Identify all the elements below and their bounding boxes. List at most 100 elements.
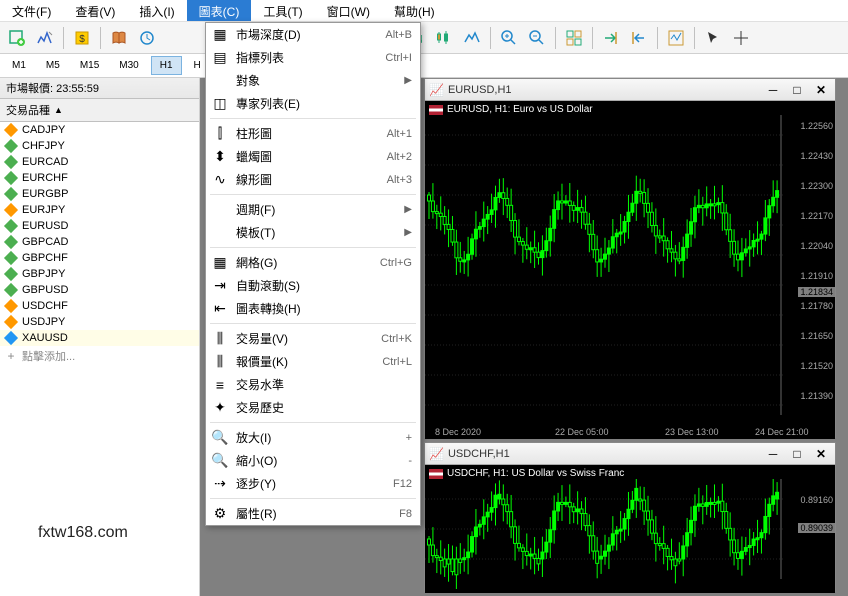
menu-item[interactable]: ▦市場深度(D)Alt+B [206,23,420,46]
cursor-button[interactable] [700,25,726,51]
indicators-button[interactable] [663,25,689,51]
symbol-row[interactable]: GBPJPY [0,266,199,282]
symbol-row[interactable]: GBPUSD [0,282,199,298]
minimize-button[interactable]: ─ [763,446,783,462]
x-tick-label: 8 Dec 2020 [435,427,481,437]
shift-button[interactable] [626,25,652,51]
menu-item[interactable]: ⇢逐步(Y)F12 [206,472,420,495]
menu-item-icon: 🔍 [212,430,228,446]
menu-item[interactable]: ✦交易歷史 [206,396,420,419]
menu-item[interactable]: ▦網格(G)Ctrl+G [206,251,420,274]
menu-item-label: 指標列表 [236,49,284,66]
chart-title: EURUSD,H1 [448,84,759,96]
menu-item[interactable]: ⫼報價量(K)Ctrl+L [206,350,420,373]
watermark-text: fxtw168.com [38,524,128,542]
menu-item[interactable]: ▤指標列表Ctrl+I [206,46,420,69]
menu-tools[interactable]: 工具(T) [251,0,314,21]
timeframe-tabs: M1 M5 M15 M30 H1 H [0,54,848,78]
chart-canvas[interactable]: EURUSD, H1: Euro vs US Dollar 1.225601.2… [425,101,835,439]
menu-item-label: 模板(T) [236,224,275,241]
menu-view[interactable]: 查看(V) [63,0,127,21]
menu-separator [210,118,416,119]
menu-item[interactable]: 週期(F)▶ [206,198,420,221]
menu-item[interactable]: ⚙屬性(R)F8 [206,502,420,525]
menu-item[interactable]: 對象▶ [206,69,420,92]
menu-item-icon: 🔍 [212,453,228,469]
crosshair-button[interactable] [728,25,754,51]
menu-item[interactable]: ∿線形圖Alt+3 [206,168,420,191]
menu-item[interactable]: 🔍放大(I)+ [206,426,420,449]
menu-item-label: 柱形圖 [236,125,272,142]
tf-m30[interactable]: M30 [111,57,146,74]
menu-item[interactable]: ⫼交易量(V)Ctrl+K [206,327,420,350]
symbol-name: EURCHF [22,172,68,184]
y-tick-label: 1.22560 [800,121,833,131]
symbol-status-icon [4,139,18,153]
menu-item[interactable]: ≡交易水準 [206,373,420,396]
symbol-row[interactable]: EURCAD [0,154,199,170]
y-tick-label: 1.21650 [800,331,833,341]
symbol-row[interactable]: EURCHF [0,170,199,186]
close-button[interactable]: ✕ [811,82,831,98]
tf-m5[interactable]: M5 [38,57,68,74]
add-symbol-row[interactable]: +點擊添加... [0,346,199,366]
market-watch-button[interactable]: $ [69,25,95,51]
menu-item[interactable]: ⇥自動滾動(S) [206,274,420,297]
menu-item-label: 交易水準 [236,376,284,393]
symbol-row[interactable]: USDCHF [0,298,199,314]
symbol-row[interactable]: CADJPY [0,122,199,138]
chart-titlebar[interactable]: 📈 USDCHF,H1 ─ □ ✕ [425,443,835,465]
menu-item[interactable]: 🔍縮小(O)- [206,449,420,472]
symbol-status-icon [4,171,18,185]
tool-button[interactable] [134,25,160,51]
menu-help[interactable]: 幫助(H) [382,0,447,21]
line-chart-button[interactable] [459,25,485,51]
new-chart-button[interactable] [4,25,30,51]
chart-icon: 📈 [429,447,444,461]
menu-item-label: 交易量(V) [236,330,288,347]
minimize-button[interactable]: ─ [763,82,783,98]
symbol-status-icon [4,331,18,345]
maximize-button[interactable]: □ [787,82,807,98]
symbol-name: XAUUSD [22,332,68,344]
symbol-row[interactable]: EURGBP [0,186,199,202]
chart-canvas[interactable]: USDCHF, H1: US Dollar vs Swiss Franc 0.8… [425,465,835,593]
menu-item[interactable]: 模板(T)▶ [206,221,420,244]
symbol-status-icon [4,219,18,233]
symbol-row[interactable]: XAUUSD [0,330,199,346]
symbol-row[interactable]: EURUSD [0,218,199,234]
tf-m1[interactable]: M1 [4,57,34,74]
menu-item[interactable]: ⬍蠟燭圖Alt+2 [206,145,420,168]
symbol-row[interactable]: GBPCHF [0,250,199,266]
menu-window[interactable]: 窗口(W) [315,0,382,21]
book-button[interactable] [106,25,132,51]
symbol-name: CHFJPY [22,140,65,152]
menu-insert[interactable]: 插入(I) [127,0,186,21]
tf-m15[interactable]: M15 [72,57,107,74]
zoom-in-button[interactable] [496,25,522,51]
zoom-out-button[interactable] [524,25,550,51]
menu-item[interactable]: ⫿柱形圖Alt+1 [206,122,420,145]
symbol-status-icon [4,251,18,265]
symbol-status-icon [4,299,18,313]
profile-button[interactable] [32,25,58,51]
menu-item[interactable]: ⇤圖表轉換(H) [206,297,420,320]
menu-item-icon: ▦ [212,255,228,271]
tf-h1[interactable]: H1 [151,56,182,75]
menu-item-icon: ▤ [212,50,228,66]
flag-icon [429,105,443,115]
candle-chart-button[interactable] [431,25,457,51]
maximize-button[interactable]: □ [787,446,807,462]
chart-titlebar[interactable]: 📈 EURUSD,H1 ─ □ ✕ [425,79,835,101]
menu-chart[interactable]: 圖表(C) [187,0,252,21]
symbol-row[interactable]: CHFJPY [0,138,199,154]
tile-button[interactable] [561,25,587,51]
menu-item[interactable]: ◫專家列表(E) [206,92,420,115]
symbol-row[interactable]: USDJPY [0,314,199,330]
symbol-row[interactable]: GBPCAD [0,234,199,250]
menu-file[interactable]: 文件(F) [0,0,63,21]
close-button[interactable]: ✕ [811,446,831,462]
autoscroll-button[interactable] [598,25,624,51]
symbol-column-header[interactable]: 交易品種 ▲ [0,99,199,122]
symbol-row[interactable]: EURJPY [0,202,199,218]
